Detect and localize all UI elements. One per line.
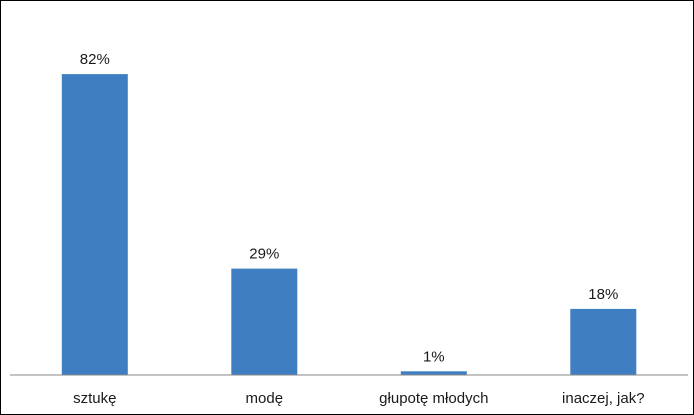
bar-3 [570,308,637,375]
data-label-1: 29% [249,246,279,263]
bars-group [61,74,637,375]
data-label-3: 18% [588,286,618,303]
category-label-0: sztukę [73,390,116,407]
category-label-2: głupotę młodych [379,390,488,407]
bar-1 [231,268,298,375]
category-label-1: modę [246,390,284,407]
category-label-3: inaczej, jak? [562,390,645,407]
data-labels-group: 82% 29% 1% 18% [80,51,619,365]
data-label-2: 1% [423,348,445,365]
data-label-0: 82% [80,51,110,68]
bar-0 [61,74,128,375]
category-labels-group: sztukę modę głupotę młodych inaczej, jak? [73,390,644,407]
bar-2 [400,371,467,375]
